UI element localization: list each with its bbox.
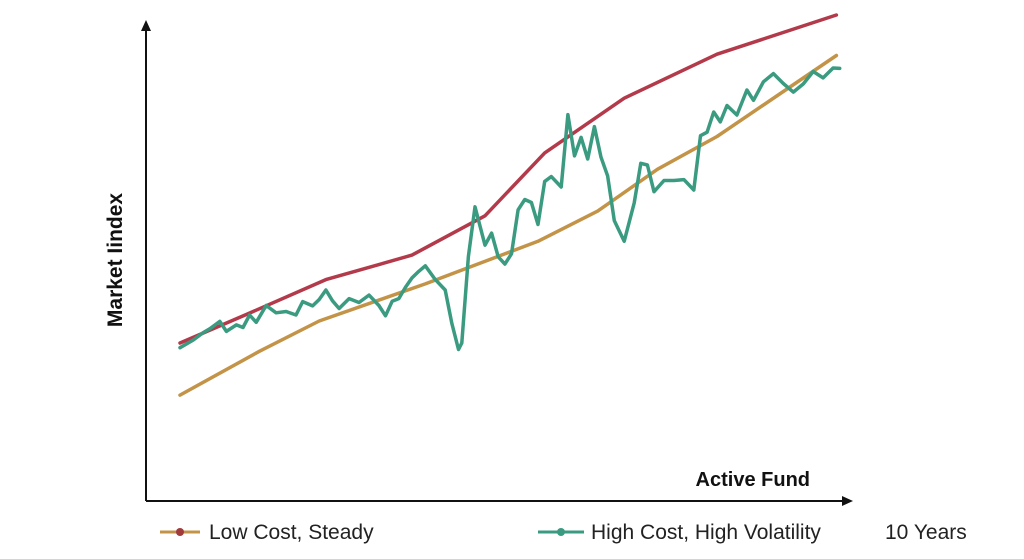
legend-label-high-cost: High Cost, High Volatility xyxy=(591,521,821,544)
legend-item-low-cost: Low Cost, Steady xyxy=(160,521,374,544)
legend-marker-high-cost xyxy=(557,528,565,536)
legend: Low Cost, Steady High Cost, High Volatil… xyxy=(160,521,821,544)
x-axis-label: Active Fund xyxy=(696,469,810,491)
legend-marker-low-cost xyxy=(176,528,184,536)
legend-item-high-cost: High Cost, High Volatility xyxy=(538,521,821,544)
x-axis-arrow xyxy=(842,496,853,506)
series-line-low-cost-steady xyxy=(178,53,839,397)
duration-note: 10 Years xyxy=(885,521,967,544)
y-axis-label: Market Iindex xyxy=(104,193,127,328)
series-layer xyxy=(178,13,842,397)
y-axis-arrow xyxy=(141,20,151,31)
axes xyxy=(141,20,853,506)
series-line-high-cost-high-volatility xyxy=(178,66,842,352)
series-line-low-cost-benchmark xyxy=(178,13,839,345)
legend-label-low-cost: Low Cost, Steady xyxy=(209,521,374,544)
